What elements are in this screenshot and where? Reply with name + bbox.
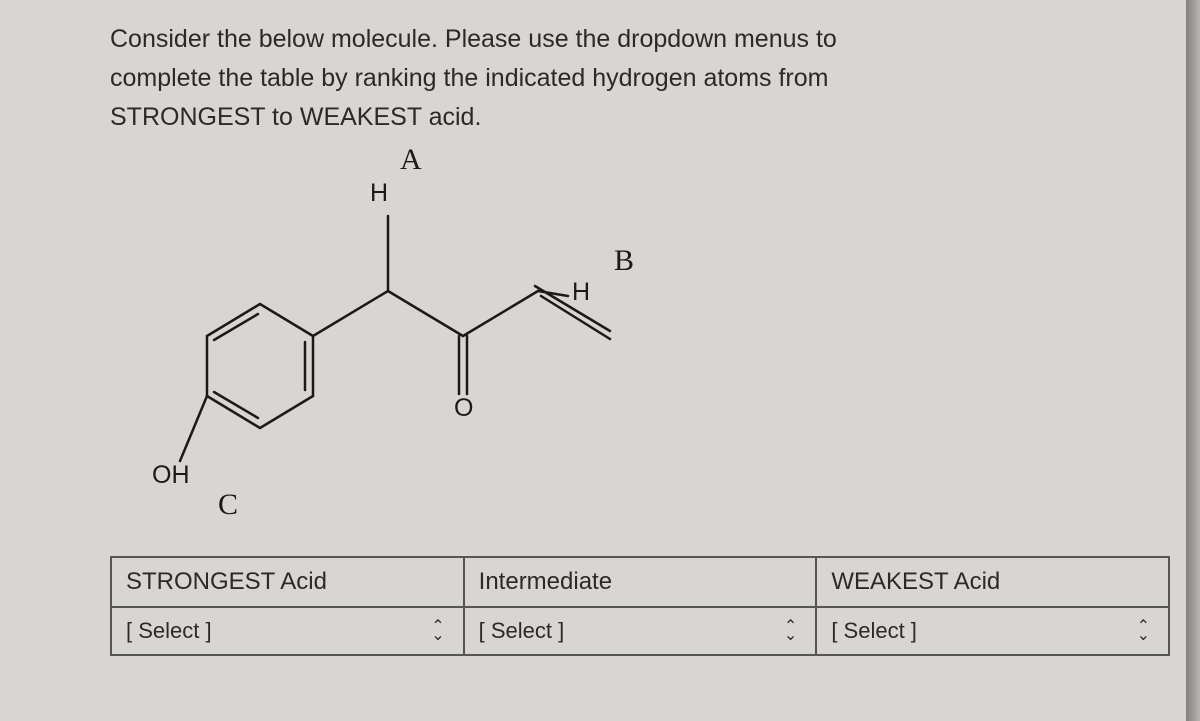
question-prompt: Consider the below molecule. Please use …	[110, 20, 870, 136]
chevron-up-down-icon: ⌃⌄	[431, 622, 442, 641]
prompt-line-2: complete the table by ranking the indica…	[110, 64, 828, 92]
chevron-up-down-icon: ⌃⌄	[784, 622, 795, 641]
atom-h-a: H	[370, 179, 388, 208]
atom-oh: OH	[152, 461, 190, 490]
ranking-table: STRONGEST Acid Intermediate WEAKEST Acid…	[110, 556, 1170, 656]
label-c: C	[218, 488, 238, 522]
select-weakest-label: [ Select ]	[831, 618, 917, 644]
header-strongest: STRONGEST Acid	[111, 557, 464, 607]
screen-edge-shadow	[1186, 0, 1200, 721]
select-strongest[interactable]: [ Select ] ⌃⌄	[112, 608, 463, 654]
label-a: A	[400, 143, 422, 177]
select-intermediate[interactable]: [ Select ] ⌃⌄	[465, 608, 816, 654]
select-weakest[interactable]: [ Select ] ⌃⌄	[817, 608, 1168, 654]
select-intermediate-label: [ Select ]	[479, 618, 565, 644]
prompt-line-3: STRONGEST to WEAKEST acid.	[110, 103, 481, 131]
prompt-line-1: Consider the below molecule. Please use …	[110, 25, 837, 53]
header-weakest: WEAKEST Acid	[816, 557, 1169, 607]
select-strongest-label: [ Select ]	[126, 618, 212, 644]
atom-h-b: H	[572, 278, 590, 307]
table-header-row: STRONGEST Acid Intermediate WEAKEST Acid	[111, 557, 1169, 607]
label-b: B	[614, 244, 634, 278]
molecule-diagram: A H B H O OH C	[110, 146, 910, 556]
atom-o: O	[454, 394, 473, 423]
chevron-up-down-icon: ⌃⌄	[1137, 622, 1148, 641]
header-intermediate: Intermediate	[464, 557, 817, 607]
table-select-row: [ Select ] ⌃⌄ [ Select ] ⌃⌄ [ Select ] ⌃…	[111, 607, 1169, 655]
question-frame: Consider the below molecule. Please use …	[0, 0, 1200, 721]
